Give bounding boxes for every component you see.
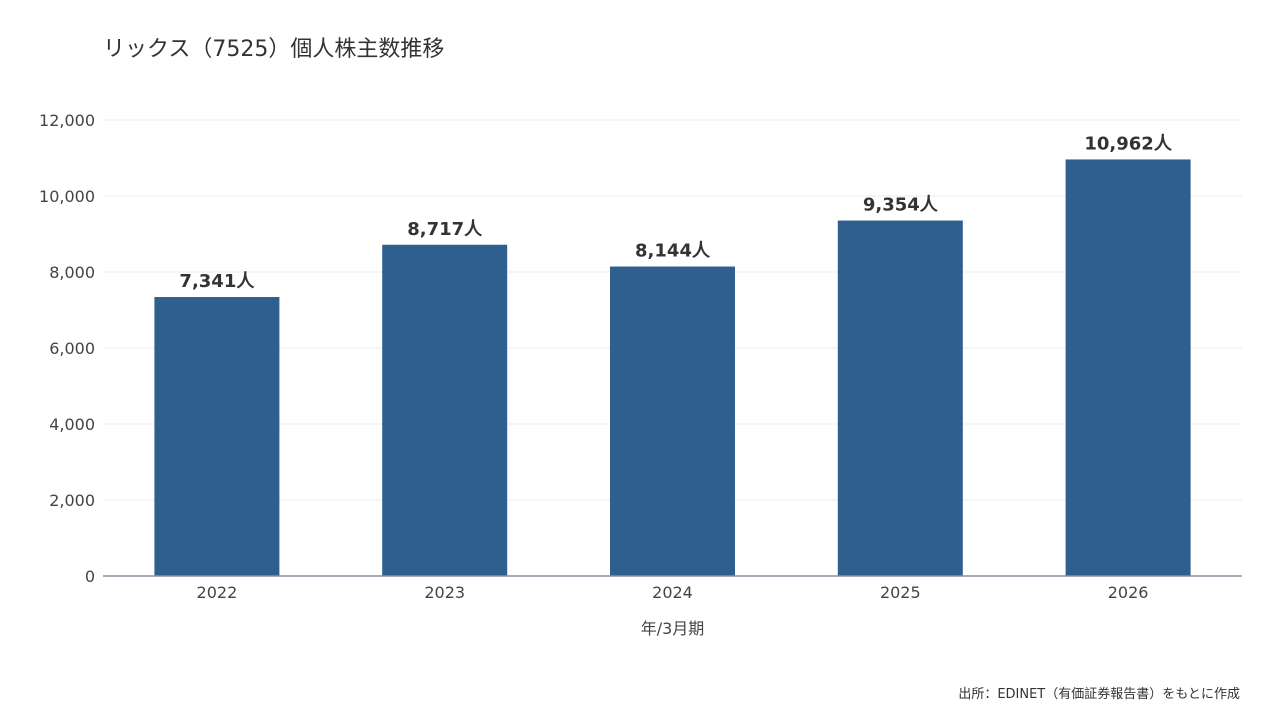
x-tick-label: 2022 — [197, 583, 238, 602]
chart-title: リックス（7525）個人株主数推移 — [103, 37, 445, 62]
bar-2022 — [154, 297, 280, 576]
y-tick-label: 0 — [85, 567, 95, 586]
bar-2024 — [610, 266, 735, 576]
data-label-2024: 8,144人 — [635, 241, 711, 262]
x-axis-title: 年/3月期 — [641, 619, 705, 638]
data-label-2023: 8,717人 — [407, 219, 483, 240]
x-tick-label: 2024 — [652, 583, 693, 602]
y-tick-label: 8,000 — [49, 263, 95, 282]
axes: 0 2,000 4,000 6,000 8,000 10,000 12,000 2022 202… — [39, 111, 1242, 602]
bar-2023 — [382, 244, 508, 576]
x-tick-label: 2023 — [424, 583, 465, 602]
data-label-2025: 9,354人 — [863, 195, 939, 216]
data-label-2026: 10,962人 — [1084, 133, 1172, 154]
x-tick-label: 2025 — [880, 583, 921, 602]
bars — [154, 159, 1191, 576]
y-tick-label: 10,000 — [39, 187, 95, 206]
y-tick-label: 6,000 — [49, 339, 95, 358]
bar-2026 — [1065, 159, 1191, 576]
data-labels: 7,341人 8,717人 8,144人 9,354人 10,962人 — [179, 133, 1172, 292]
y-tick-label: 4,000 — [49, 415, 95, 434]
data-label-2022: 7,341人 — [179, 271, 255, 292]
y-tick-label: 2,000 — [49, 491, 95, 510]
x-tick-label: 2026 — [1108, 583, 1149, 602]
y-tick-label: 12,000 — [39, 111, 95, 130]
bar-2025 — [837, 220, 963, 576]
source-note: 出所：EDINET（有価証券報告書）をもとに作成 — [958, 687, 1240, 702]
